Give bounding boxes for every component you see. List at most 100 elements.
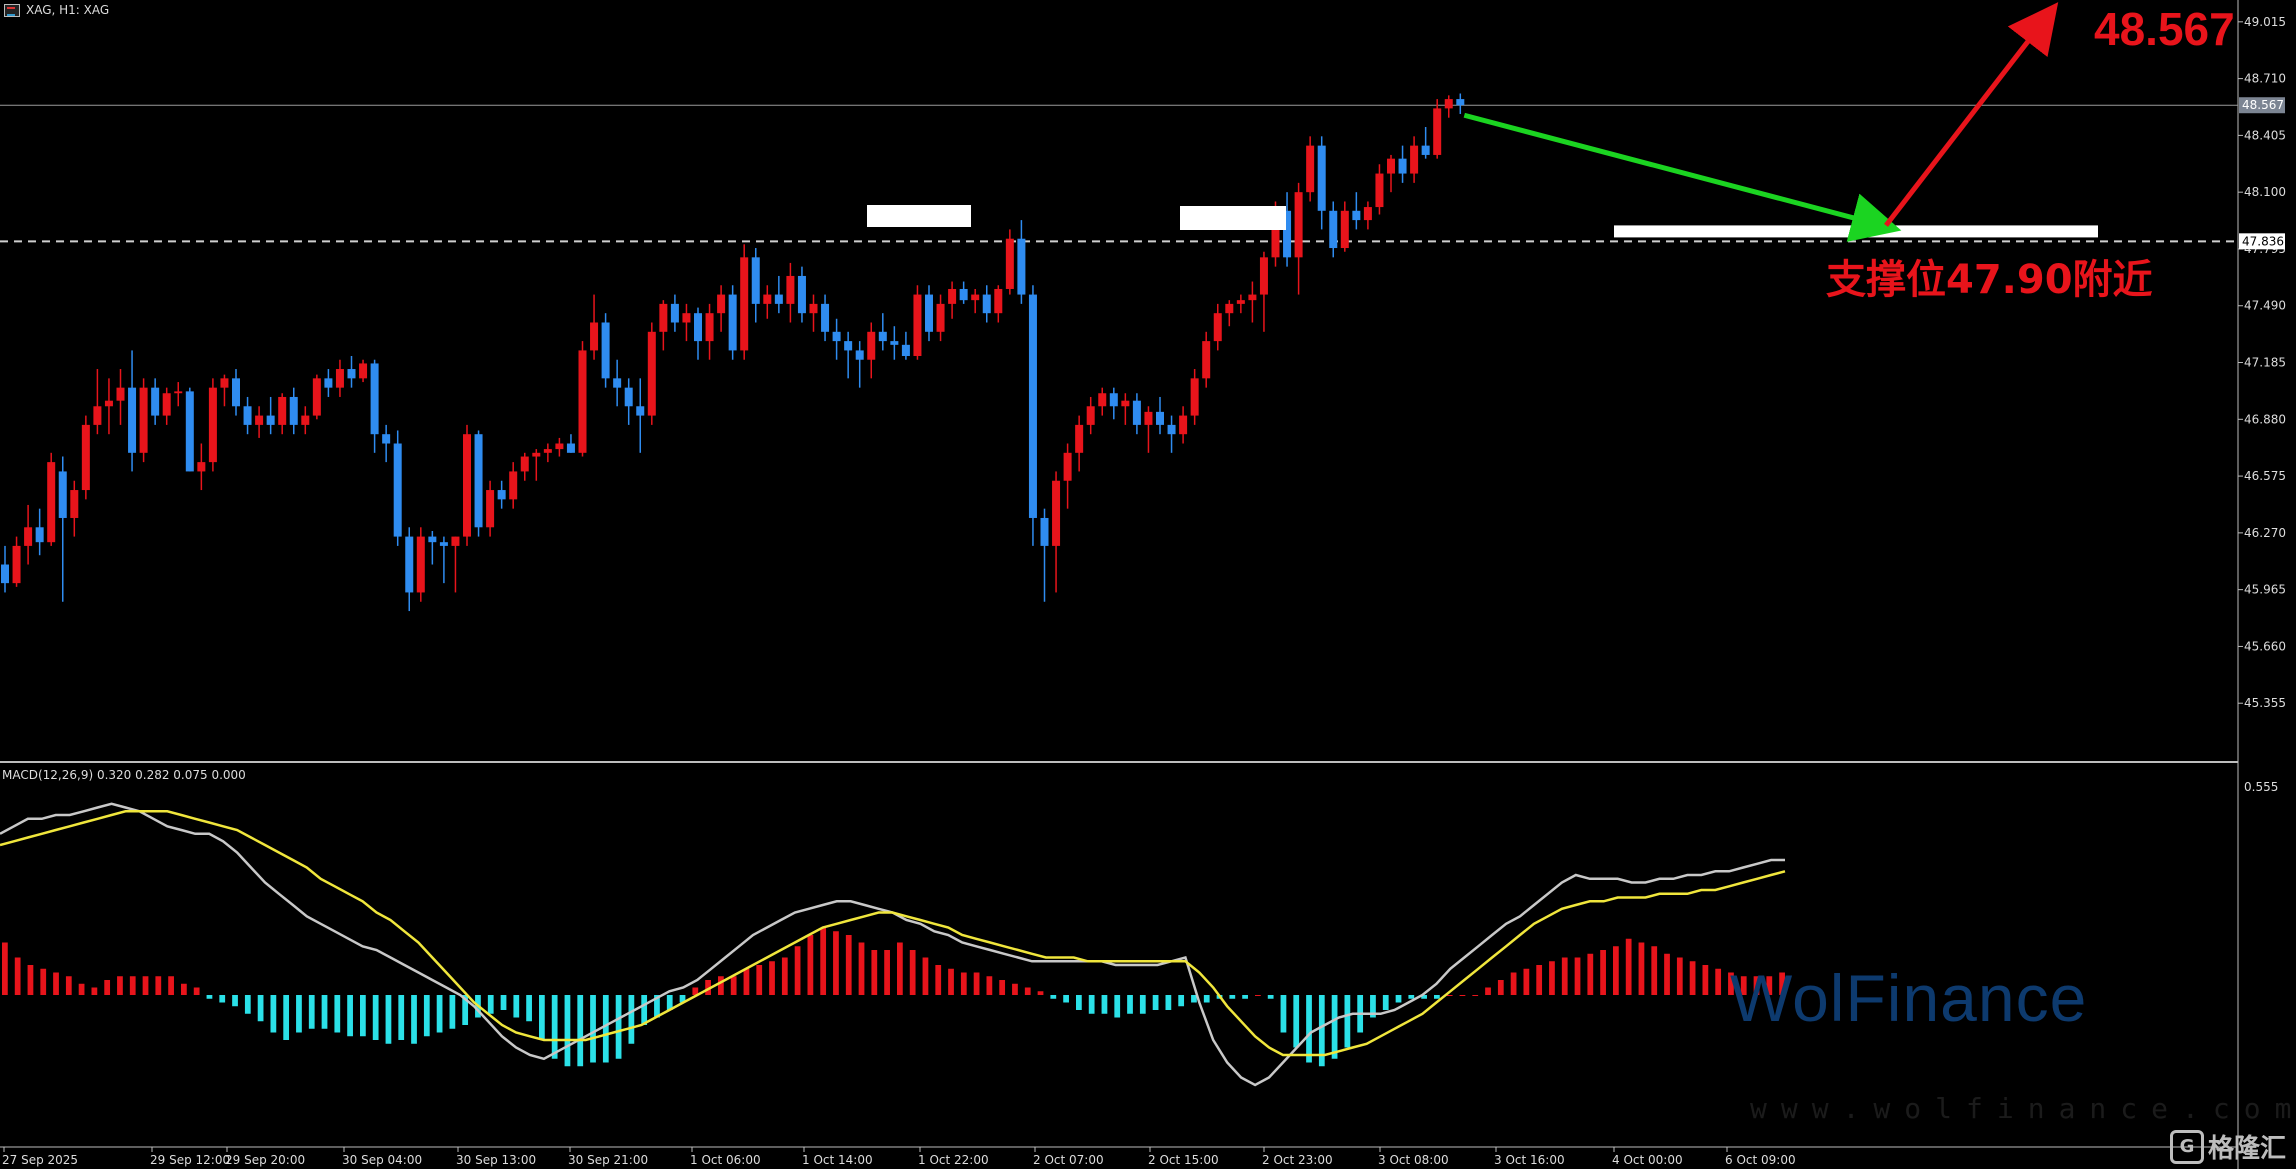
candle-body <box>393 443 402 537</box>
macd-hist-bar <box>1063 995 1069 1003</box>
candle-body <box>1213 313 1222 342</box>
macd-hist-bar <box>398 995 405 1040</box>
macd-hist-bar <box>206 995 213 999</box>
support-level-annotation: 支撑位47.90附近 <box>1826 257 2153 303</box>
candle-body <box>959 288 968 301</box>
macd-hist-bar <box>449 995 456 1029</box>
support-bar <box>1614 225 2098 238</box>
candle-body <box>1236 300 1245 304</box>
x-tick-label: 6 Oct 09:00 <box>1725 1153 1796 1167</box>
macd-hist-bar <box>1306 995 1312 1063</box>
macd-hist-bar <box>871 950 878 995</box>
macd-hist-bar <box>1600 950 1606 995</box>
candle-body <box>809 303 818 314</box>
candle-body <box>1340 210 1349 249</box>
candle-body <box>682 313 691 323</box>
macd-hist-bar <box>1740 976 1747 995</box>
macd-hist-bar <box>807 935 814 995</box>
candle-body <box>370 363 379 435</box>
current-price-tag <box>2239 97 2285 114</box>
macd-hist-bar <box>1587 953 1594 995</box>
macd-hist-bar <box>513 995 520 1018</box>
macd-hist-bar <box>526 995 532 1022</box>
candle-body <box>174 391 183 394</box>
macd-hist-bar <box>666 995 673 1010</box>
y-tick-label: 49.015 <box>2244 15 2286 29</box>
macd-hist-bar <box>590 995 596 1063</box>
macd-hist-bar <box>1293 995 1300 1048</box>
candle-body <box>578 350 587 453</box>
macd-hist-bar <box>385 995 392 1044</box>
candle-body <box>1 564 9 584</box>
candle-body <box>439 542 448 546</box>
x-tick-label: 30 Sep 04:00 <box>342 1153 422 1167</box>
macd-hist-bar <box>897 942 903 995</box>
signal-line <box>0 810 1786 1057</box>
source-logo-text: 格隆汇 <box>2208 1134 2287 1164</box>
macd-hist-bar <box>1779 972 1785 995</box>
candle-body <box>705 313 714 342</box>
macd-hist-bar <box>423 995 430 1037</box>
y-tick-label: 46.880 <box>2244 412 2286 426</box>
chart-window-icon[interactable] <box>4 3 20 17</box>
candle-body <box>670 303 679 323</box>
macd-hist-bar <box>53 972 59 995</box>
macd-hist-bar <box>602 995 609 1063</box>
macd-hist-bar <box>1280 995 1287 1033</box>
candle-body <box>463 434 471 537</box>
candle-body <box>128 387 137 453</box>
macd-hist-bar <box>1497 980 1504 995</box>
candle-body <box>1144 411 1153 425</box>
level-price-tag <box>2239 233 2285 250</box>
candle-body <box>717 294 726 314</box>
candle-body <box>382 434 391 444</box>
macd-hist-bar <box>487 995 494 1014</box>
macd-hist-bar <box>743 968 750 995</box>
candle-body <box>428 536 437 543</box>
candle-body <box>1202 341 1211 379</box>
candle-body <box>47 462 56 543</box>
macd-hist-bar <box>1485 987 1491 995</box>
macd-hist-bar <box>1510 972 1517 995</box>
x-tick-label: 1 Oct 22:00 <box>918 1153 989 1167</box>
macd-hist-bar <box>1574 957 1581 995</box>
candle-body <box>1109 393 1118 407</box>
candle-body <box>1317 145 1326 211</box>
candle-body <box>405 536 414 593</box>
candle-body <box>774 294 783 304</box>
candle-body <box>1283 210 1292 258</box>
macd-hist-bar <box>1152 995 1159 1010</box>
macd-hist-bar <box>960 972 967 995</box>
macd-hist-bar <box>27 965 34 995</box>
macd-hist-bar <box>1753 976 1760 995</box>
candle-body <box>913 294 922 357</box>
macd-hist-bar <box>577 995 584 1067</box>
macd-hist-bar <box>1446 995 1453 996</box>
candle-body <box>636 406 645 416</box>
candle-body <box>925 294 933 332</box>
candle-body <box>451 536 460 546</box>
macd-hist-bar <box>1549 961 1555 995</box>
macd-hist-bar <box>999 980 1006 995</box>
resistance-mark <box>1180 206 1286 230</box>
candle-body <box>1063 452 1072 481</box>
candle-body <box>1306 145 1315 193</box>
macd-hist-bar <box>1766 976 1773 995</box>
macd-hist-bar <box>1178 995 1185 1007</box>
candle-body <box>1363 207 1372 221</box>
candle-body <box>12 545 21 584</box>
candle-body <box>948 288 957 304</box>
macd-hist-bar <box>129 976 136 995</box>
level-price-tag-label: 47.836 <box>2242 234 2284 248</box>
y-tick-label: 48.405 <box>2244 128 2286 142</box>
macd-hist-bar <box>193 987 200 995</box>
macd-hist-bar <box>1382 995 1389 1010</box>
macd-hist-bar <box>462 995 469 1025</box>
candle-body <box>624 387 633 407</box>
macd-hist-bar <box>1421 995 1427 999</box>
macd-hist-bar <box>91 987 98 995</box>
candle-body <box>359 363 368 379</box>
candle-body <box>1075 424 1084 453</box>
chart-header: XAG, H1: XAG <box>0 0 109 20</box>
